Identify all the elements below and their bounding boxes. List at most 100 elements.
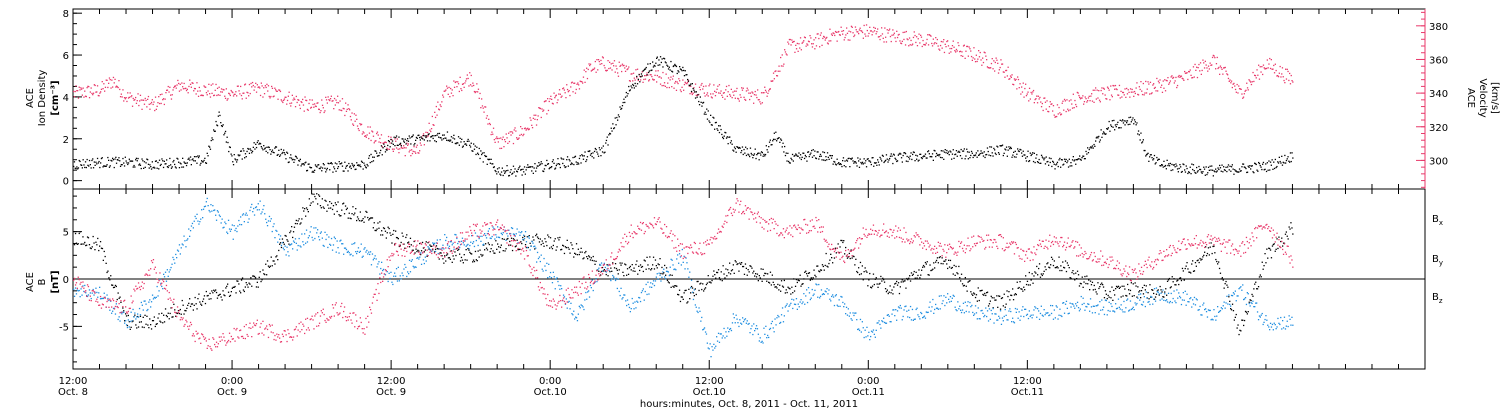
velocity-series-point <box>716 88 718 90</box>
velocity-series-point <box>764 86 766 88</box>
density-series-point <box>691 83 693 85</box>
by-series-point <box>92 288 94 291</box>
bx-series-point <box>508 244 510 247</box>
by-series-point <box>176 257 178 259</box>
density-series-point <box>986 153 988 156</box>
bx-series-point <box>135 324 137 326</box>
bx-series-point <box>1221 277 1223 279</box>
bx-series-point <box>900 281 902 283</box>
density-series-point <box>1033 152 1035 154</box>
density-series-point <box>826 152 829 154</box>
velocity-series-point <box>1040 101 1042 103</box>
by-series-point <box>322 244 324 247</box>
bx-series-point <box>1033 275 1035 277</box>
density-series-point <box>303 164 305 166</box>
bx-series-point <box>1017 287 1019 289</box>
bx-series-point <box>1012 288 1014 290</box>
density-series-point <box>972 156 974 159</box>
bx-series-point <box>828 262 830 265</box>
velocity-series-point <box>674 82 676 84</box>
velocity-series-point <box>222 88 224 91</box>
velocity-series-point <box>1197 67 1199 69</box>
bx-series-point <box>340 215 342 217</box>
bx-series-point <box>364 216 366 218</box>
by-series-point <box>246 214 248 216</box>
velocity-series-point <box>795 44 797 46</box>
velocity-series-point <box>569 94 571 97</box>
density-series-point <box>1161 164 1164 166</box>
bx-series-point <box>235 292 237 294</box>
density-series-point <box>102 166 104 168</box>
density-series-point <box>716 128 718 130</box>
bx-series-point <box>332 205 335 207</box>
bx-series-point <box>1117 285 1120 287</box>
velocity-series-point <box>1211 64 1213 66</box>
bx-series-point <box>803 278 805 280</box>
velocity-series-point <box>737 97 739 100</box>
density-series-point <box>708 120 710 122</box>
density-series-point <box>912 153 914 156</box>
density-series-point <box>217 115 219 117</box>
density-series-point <box>544 164 546 167</box>
density-series-point <box>1209 165 1211 167</box>
bx-series-point <box>535 234 537 237</box>
density-series-point <box>384 145 386 148</box>
velocity-series-point <box>669 79 671 81</box>
bx-series-point <box>254 277 257 279</box>
velocity-series-point <box>687 79 690 82</box>
by-series-point <box>297 244 299 247</box>
bx-series-point <box>328 207 330 209</box>
density-series-point <box>431 135 433 137</box>
density-series-point <box>624 96 627 98</box>
velocity-series-point <box>1068 100 1070 102</box>
bx-series-point <box>505 248 507 250</box>
velocity-series-point <box>855 29 857 31</box>
density-series-point <box>438 136 440 138</box>
by-series-point <box>218 214 220 216</box>
velocity-series-point <box>123 100 125 102</box>
bx-series-point <box>794 285 797 287</box>
density-series-point <box>1137 133 1139 135</box>
velocity-series-point <box>1074 99 1076 102</box>
velocity-series-point <box>1261 66 1263 68</box>
density-series-point <box>491 163 493 165</box>
velocity-series-point <box>771 80 773 82</box>
bx-series-point <box>204 302 207 305</box>
velocity-series-point <box>1097 97 1099 99</box>
velocity-series-point <box>1172 76 1175 79</box>
velocity-series-point <box>535 114 537 116</box>
velocity-series-point <box>1147 81 1149 83</box>
density-series-point <box>1104 133 1106 135</box>
density-series-point <box>248 148 250 150</box>
velocity-series-point <box>163 103 165 106</box>
density-series-point <box>697 94 699 96</box>
density-series-point <box>334 162 336 164</box>
by-series-point <box>86 295 89 298</box>
velocity-series-point <box>1180 75 1183 77</box>
density-series-point <box>341 162 343 164</box>
velocity-series-point <box>1102 87 1105 89</box>
bx-series-point <box>626 268 629 270</box>
density-series-point <box>1031 153 1033 155</box>
velocity-series-point <box>478 97 480 99</box>
density-series-point <box>576 163 578 165</box>
density-series-point <box>492 166 495 169</box>
density-series-point <box>1271 159 1273 161</box>
bx-series-point <box>1026 280 1029 282</box>
density-series-point <box>1030 154 1032 157</box>
bx-series-point <box>1219 272 1222 274</box>
bx-series-point <box>1179 277 1182 279</box>
velocity-series-point <box>458 90 460 93</box>
bx-series-point <box>1142 293 1145 295</box>
density-series-point <box>597 153 599 155</box>
bx-series-point <box>734 260 736 262</box>
bx-series-point <box>253 275 255 277</box>
bx-series-point <box>866 271 868 273</box>
density-series-point <box>767 151 769 153</box>
density-series-point <box>552 159 554 161</box>
velocity-series-point <box>1242 97 1244 99</box>
velocity-series-point <box>1207 65 1210 67</box>
velocity-series-point <box>559 93 561 95</box>
bx-series-point <box>464 259 466 261</box>
bx-series-point <box>967 281 969 283</box>
